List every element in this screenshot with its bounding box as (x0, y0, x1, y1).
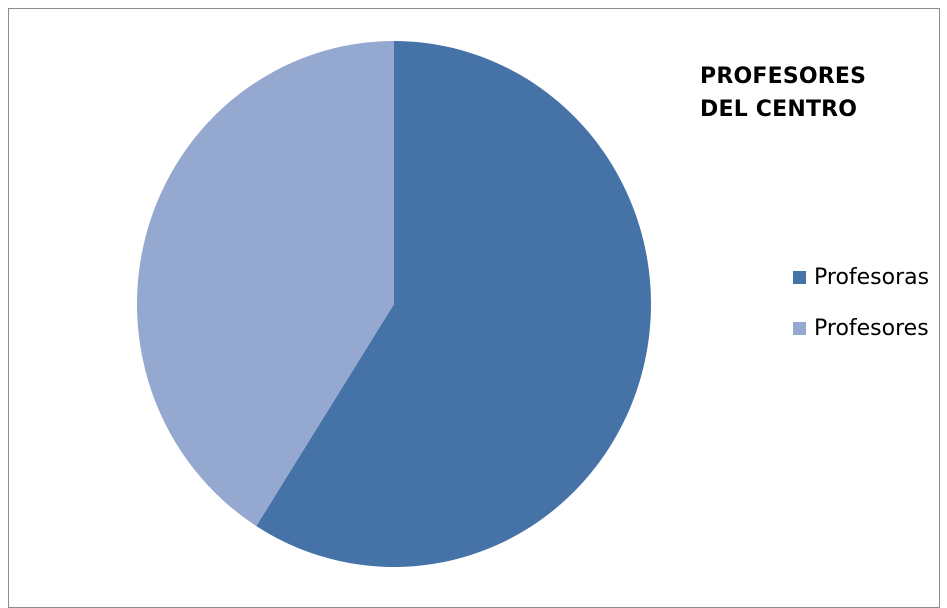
legend-item-profesoras: Profesoras (793, 262, 929, 292)
legend-swatch-profesoras (793, 270, 806, 284)
chart-title: PROFESORES DEL CENTRO (700, 64, 867, 122)
pie-chart (137, 41, 651, 567)
legend-label-profesoras: Profesoras (814, 264, 930, 290)
legend-label-profesores: Profesores (814, 315, 929, 341)
legend-item-profesores: Profesores (793, 313, 929, 343)
legend-swatch-profesores (793, 321, 806, 335)
pie-slice-profesores (137, 41, 394, 527)
pie-slice-profesoras (256, 41, 651, 567)
legend: Profesoras Profesores (793, 262, 929, 364)
